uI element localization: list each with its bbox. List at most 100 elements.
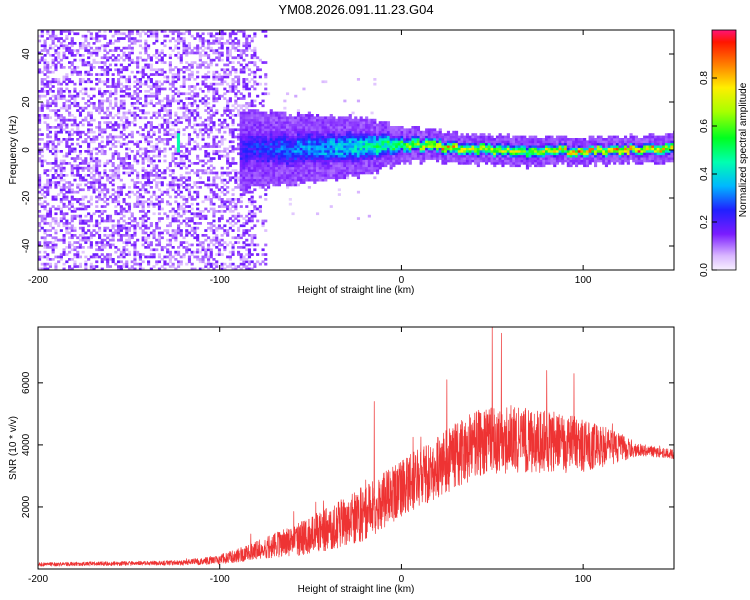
heatmap-cell	[283, 138, 287, 141]
heatmap-cell	[117, 154, 121, 158]
heatmap-cell	[51, 195, 55, 199]
heatmap-cell	[190, 243, 194, 247]
heatmap-cell	[38, 198, 42, 201]
heatmap-cell	[253, 130, 257, 134]
heatmap-cell	[141, 75, 145, 79]
heatmap-cell	[261, 152, 265, 156]
heatmap-cell	[234, 135, 238, 139]
heatmap-cell	[234, 207, 238, 211]
heatmap-cell	[122, 246, 126, 249]
heatmap-cell	[78, 207, 83, 211]
heatmap-cell	[253, 164, 257, 168]
heatmap-cell	[179, 39, 183, 43]
heatmap-cell	[70, 195, 74, 199]
heatmap-cell	[362, 126, 366, 129]
heatmap-cell	[359, 157, 363, 160]
heatmap-cell	[106, 265, 110, 268]
heatmap-cell	[275, 150, 279, 153]
heatmap-cell	[111, 142, 115, 146]
heatmap-cell	[329, 152, 333, 156]
heatmap-cell	[51, 126, 55, 129]
heatmap-cell	[92, 87, 96, 91]
heatmap-cell	[264, 116, 268, 120]
heatmap-cell	[318, 176, 322, 180]
heatmap-cell	[310, 130, 314, 134]
heatmap-cell	[324, 135, 328, 139]
heatmap-cell	[261, 157, 265, 160]
heatmap-cell	[166, 34, 170, 38]
heatmap-cell	[51, 152, 55, 156]
heatmap-cell	[286, 176, 290, 180]
heatmap-cell	[294, 145, 298, 148]
heatmap-cell	[370, 171, 374, 175]
heatmap-cell	[149, 243, 153, 247]
heatmap-cell	[207, 135, 211, 139]
heatmap-cell	[117, 267, 121, 270]
heatmap-cell	[343, 152, 347, 156]
heatmap-cell	[108, 133, 113, 136]
heatmap-cell	[160, 198, 164, 201]
heatmap-cell	[321, 174, 325, 177]
heatmap-cell	[239, 188, 243, 192]
heatmap-cell	[291, 130, 295, 134]
heatmap-cell	[84, 238, 88, 242]
heatmap-cell	[117, 255, 121, 259]
heatmap-cell	[351, 152, 355, 156]
heatmap-cell	[245, 102, 249, 105]
heatmap-cell	[326, 128, 331, 132]
heatmap-cell	[119, 94, 123, 98]
heatmap-cell	[217, 58, 222, 62]
heatmap-cell	[296, 128, 301, 132]
heatmap-cell	[130, 243, 134, 247]
heatmap-cell	[267, 186, 271, 189]
heatmap-cell	[163, 190, 167, 194]
heatmap-cell	[40, 219, 44, 223]
heatmap-cell	[367, 142, 371, 146]
heatmap-cell	[196, 222, 200, 225]
heatmap-cell	[326, 123, 331, 127]
heatmap-cell	[84, 219, 88, 223]
heatmap-cell	[179, 58, 183, 62]
heatmap-cell	[144, 94, 148, 98]
heatmap-cell	[228, 51, 232, 55]
heatmap-cell	[152, 32, 156, 36]
heatmap-cell	[54, 56, 58, 60]
heatmap-cell	[117, 234, 121, 237]
heatmap-cell	[256, 94, 260, 98]
heatmap-cell	[127, 164, 132, 168]
heatmap-cell	[247, 121, 252, 124]
heatmap-cell	[59, 219, 63, 223]
heatmap-cell	[179, 121, 183, 124]
heatmap-cell	[316, 118, 320, 122]
heatmap-cell	[223, 97, 227, 100]
heatmap-cell	[68, 241, 72, 244]
heatmap-cell	[223, 68, 227, 72]
heatmap-cell	[215, 142, 219, 146]
heatmap-cell	[89, 128, 93, 132]
heatmap-cell	[111, 236, 115, 240]
heatmap-cell	[264, 152, 268, 156]
heatmap-cell	[204, 61, 208, 64]
heatmap-cell	[362, 145, 366, 148]
heatmap-cell	[294, 123, 298, 127]
heatmap-cell	[343, 150, 347, 153]
heatmap-cell	[65, 104, 69, 108]
heatmap-cell	[179, 54, 183, 57]
heatmap-cell	[201, 61, 205, 64]
heatmap-cell	[316, 130, 320, 134]
heatmap-cell	[177, 226, 181, 230]
heatmap-cell	[253, 126, 257, 129]
heatmap-cell	[228, 54, 232, 57]
heatmap-cell	[283, 121, 287, 124]
heatmap-cell	[359, 140, 363, 144]
heatmap-cell	[286, 126, 290, 129]
heatmap-cell	[70, 174, 74, 177]
heatmap-cell	[239, 68, 243, 72]
heatmap-cell	[179, 260, 183, 264]
heatmap-cell	[70, 248, 74, 252]
heatmap-cell	[313, 138, 317, 141]
heatmap-cell	[318, 123, 322, 127]
heatmap-cell	[223, 193, 227, 196]
heatmap-cell	[187, 97, 192, 100]
heatmap-cell	[163, 44, 167, 48]
